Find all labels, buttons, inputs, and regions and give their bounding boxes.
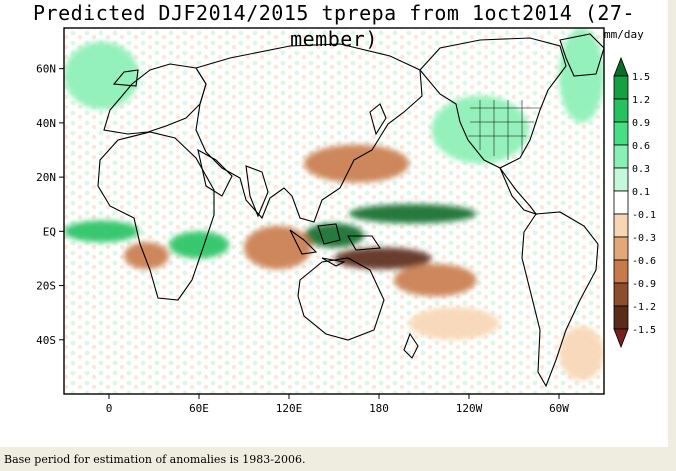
lon-tick-label: 60E (189, 402, 209, 415)
colorbar-level-label: -1.5 (632, 325, 656, 336)
colorbar-box (613, 167, 629, 192)
colorbar-box (613, 98, 629, 123)
anomaly-wet-weak (64, 41, 139, 110)
colorbar-bottom-arrow (613, 328, 629, 349)
anomaly-wet-strong (304, 223, 364, 248)
lat-tick-label: 20N (36, 171, 56, 184)
map-frame (63, 27, 605, 395)
colorbar-level-label: -0.3 (632, 233, 656, 244)
map-background (64, 28, 604, 394)
anomaly-dry-mid (304, 144, 409, 183)
anomaly-dry-weak (409, 307, 499, 340)
colorbar-box (613, 213, 629, 238)
lon-tick-label: 120W (456, 402, 483, 415)
coastlines (97, 33, 604, 388)
longitude-axis: 0 60E 120E 180 120W 60W (106, 394, 569, 415)
colorbar-box (613, 121, 629, 146)
lon-tick-label: 120E (276, 402, 303, 415)
lon-tick-label: 60W (549, 402, 569, 415)
colorbar-box (613, 75, 629, 100)
colorbar-box (613, 259, 629, 284)
lat-tick-label: EQ (43, 225, 56, 238)
anomaly-dry-mid (394, 263, 477, 297)
lon-tick-label: 0 (106, 402, 113, 415)
colorbar-level-label: 0.6 (632, 141, 650, 152)
anomaly-dry-weak (559, 326, 604, 381)
colorbar-top-arrow (613, 56, 629, 77)
colorbar-box (613, 144, 629, 169)
colorbar-level-label: -0.1 (632, 210, 656, 221)
colorbar-level-label: -1.2 (632, 302, 656, 313)
colorbar-level-label: 0.3 (632, 164, 650, 175)
colorbar-box (613, 190, 629, 215)
colorbar-level-label: -0.6 (632, 256, 656, 267)
precipitation-anomaly-map: 0 60E 120E 180 120W 60W 60N 40N 20N EQ 20S 40S 1.5… (36, 27, 656, 415)
lat-tick-label: 20S (36, 280, 56, 293)
colorbar: 1.5 1.2 0.9 0.6 0.3 0.1 -0.1 -0.3 -0.6 -0.9 -1.2 -1… (613, 56, 656, 349)
lat-tick-label: 40N (36, 117, 56, 130)
anomaly-wet-strong (349, 204, 477, 224)
colorbar-level-label: 0.1 (632, 187, 650, 198)
colorbar-level-label: -0.9 (632, 279, 656, 290)
latitude-axis: 60N 40N 20N EQ 20S 40S (36, 63, 64, 347)
lon-tick-label: 180 (369, 402, 389, 415)
figure-title: Predicted DJF2014/2015 tprepa from 1oct2… (33, 1, 635, 51)
anomaly-dry-mid (244, 225, 312, 270)
colorbar-level-label: 1.5 (632, 72, 650, 83)
forecast-figure: 0 60E 120E 180 120W 60W 60N 40N 20N EQ 20S 40S 1.5… (0, 0, 668, 447)
colorbar-box (613, 236, 629, 261)
anomaly-dry-mid (124, 242, 169, 270)
anomaly-wet-mid (64, 220, 139, 243)
colorbar-level-label: 0.9 (632, 118, 650, 129)
anomaly-wet-mid (169, 231, 229, 259)
lat-tick-label: 40S (36, 334, 56, 347)
anomaly-field (64, 28, 604, 381)
units-label: mm/day (604, 28, 644, 41)
colorbar-box (613, 282, 629, 307)
base-period-caption: Base period for estimation of anomalies … (4, 453, 306, 466)
colorbar-box (613, 305, 629, 330)
colorbar-level-label: 1.2 (632, 95, 650, 106)
us-state-boundaries (468, 100, 540, 160)
lat-tick-label: 60N (36, 63, 56, 76)
